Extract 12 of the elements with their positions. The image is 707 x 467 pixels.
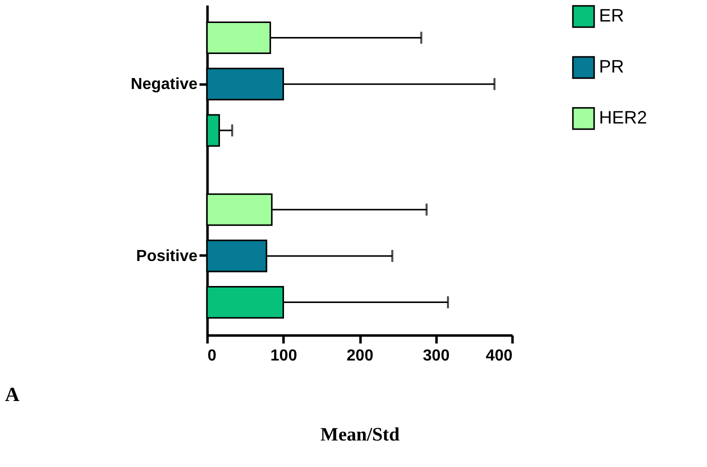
legend-label: PR <box>599 56 624 76</box>
x-tick-label: 300 <box>422 348 450 364</box>
x-tick-label: 100 <box>270 348 298 364</box>
x-tick-label: 200 <box>346 348 374 364</box>
x-tick-label: 0 <box>208 348 216 364</box>
x-tick-label: 400 <box>486 348 513 364</box>
x-axis-title: Mean/Std <box>320 424 400 446</box>
text: A <box>5 384 20 406</box>
legend-label: HER2 <box>599 108 648 128</box>
y-tick-label: Positive <box>136 248 198 265</box>
y-tick-label: Negative <box>130 76 198 94</box>
legend-label: ER <box>599 6 624 26</box>
